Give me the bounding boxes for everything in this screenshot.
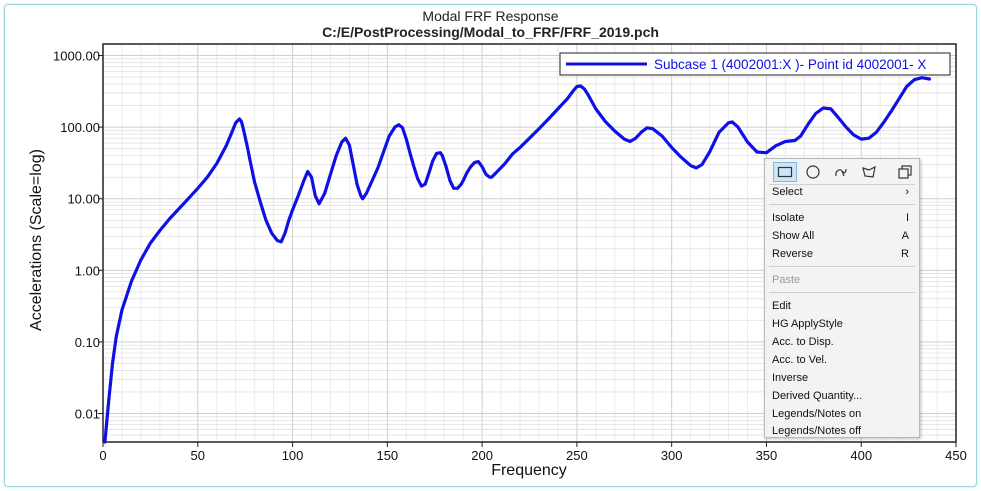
chart-subtitle: C:/E/PostProcessing/Modal_to_FRF/FRF_201… <box>322 24 659 40</box>
x-tick-label: 450 <box>945 448 967 463</box>
y-tick-label: 100.00 <box>60 120 100 135</box>
y-axis-label: Accelerations (Scale=log) <box>28 149 45 331</box>
x-tick-label: 300 <box>661 448 683 463</box>
y-tick-label: 0.10 <box>75 335 100 350</box>
select-circle-icon[interactable] <box>801 162 825 182</box>
menu-item-derived-quantity[interactable]: Derived Quantity... <box>772 390 863 402</box>
y-tick-label: 0.01 <box>75 407 100 422</box>
x-tick-label: 400 <box>850 448 872 463</box>
y-tick-label: 1000.00 <box>53 49 100 64</box>
menu-item-legends-notes-off[interactable]: Legends/Notes off <box>772 425 862 437</box>
menu-separator <box>769 184 915 185</box>
menu-separator <box>769 292 915 293</box>
series-line <box>103 76 932 444</box>
x-tick-label: 250 <box>566 448 588 463</box>
menu-item-select[interactable]: Select › <box>765 183 919 201</box>
x-tick-label: 350 <box>756 448 778 463</box>
y-tick-label: 10.00 <box>67 192 100 207</box>
submenu-arrow-icon: › <box>905 186 909 198</box>
copy-icon[interactable] <box>893 162 917 182</box>
select-rectangle-icon[interactable] <box>773 162 797 182</box>
legend-box <box>559 52 951 76</box>
x-tick-label: 0 <box>99 448 106 463</box>
menu-item-inverse[interactable]: Inverse <box>772 372 809 384</box>
menu-item-show-all[interactable]: Show All A <box>772 230 909 242</box>
chart-title: Modal FRF Response <box>422 8 559 24</box>
x-tick-label: 100 <box>282 448 304 463</box>
menu-separator <box>769 266 915 267</box>
selection-toolbar <box>769 161 917 183</box>
menu-item-paste[interactable]: Paste <box>772 274 801 286</box>
menu-item-reverse[interactable]: Reverse R <box>772 248 909 260</box>
menu-item-edit[interactable]: Edit <box>772 300 791 312</box>
y-axis-ticks: 0.01 0.10 1.00 10.00 100.00 1000.00 <box>53 49 103 422</box>
menu-item-hg-applystyle[interactable]: HG ApplyStyle <box>772 318 843 330</box>
legend-entry: Subcase 1 (4002001:X )- Point id 4002001… <box>654 57 926 72</box>
select-polygon-icon[interactable] <box>857 162 881 182</box>
legend[interactable]: Subcase 1 (4002001:X )- Point id 4002001… <box>559 52 951 76</box>
menu-item-acc-to-disp[interactable]: Acc. to Disp. <box>772 336 834 348</box>
x-tick-label: 150 <box>376 448 398 463</box>
y-tick-label: 1.00 <box>75 263 100 278</box>
x-axis-ticks: 0 50 100 150 200 250 300 350 400 450 <box>99 442 967 463</box>
menu-item-legends-notes-on[interactable]: Legends/Notes on <box>772 408 862 420</box>
x-tick-label: 50 <box>191 448 205 463</box>
menu-item-acc-to-vel[interactable]: Acc. to Vel. <box>772 354 828 366</box>
menu-item-isolate[interactable]: Isolate I <box>772 212 909 224</box>
menu-separator <box>769 204 915 205</box>
select-freehand-icon[interactable] <box>829 162 853 182</box>
x-axis-label: Frequency <box>491 462 567 479</box>
plot-area <box>102 43 957 443</box>
context-menu: Select › Isolate I Show All A Reverse R … <box>764 158 920 438</box>
x-tick-label: 200 <box>471 448 493 463</box>
